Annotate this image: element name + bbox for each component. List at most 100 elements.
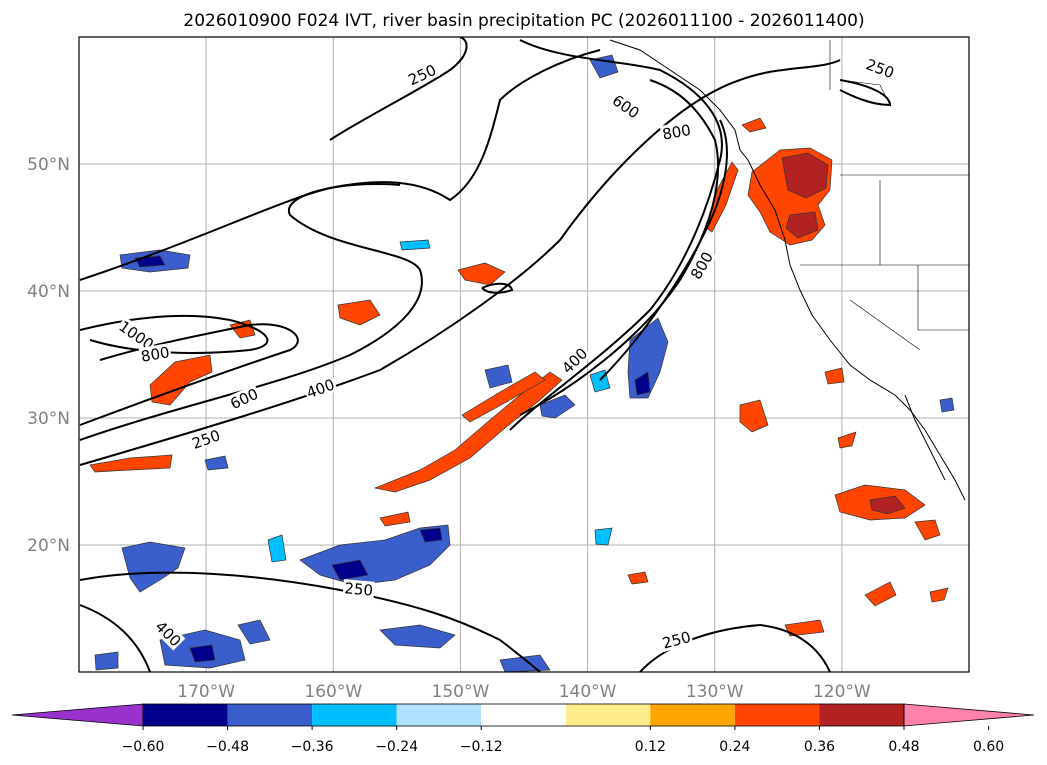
colorbar-tick-label: −0.60	[122, 739, 165, 755]
precip-negative-area	[379, 624, 456, 649]
contour-label-group: 800	[138, 342, 172, 366]
ivt-contour-400	[509, 39, 723, 431]
colorbar-tick-label: 0.36	[804, 739, 835, 755]
contour-label-bg	[302, 375, 338, 402]
precip-negative-core	[134, 255, 166, 268]
lon-tick-label: 140°W	[559, 682, 617, 702]
precip-negative-area	[399, 239, 431, 251]
ivt-contour-800	[599, 119, 728, 381]
colorbar-segment	[734, 704, 820, 726]
contour-label-bg	[862, 54, 898, 82]
precip-positive-area	[741, 117, 767, 133]
contour-label-bg	[138, 342, 172, 366]
precip-positive-core	[869, 495, 906, 515]
ivt-contour-250	[79, 59, 841, 466]
contour-label-group: 250	[342, 579, 375, 600]
lat-tick-label: 40°N	[27, 282, 70, 302]
precip-positive-band	[373, 371, 563, 493]
contour-label-bg	[659, 120, 694, 143]
colorbar-segment	[819, 704, 904, 726]
colorbar-tick-label: −0.36	[291, 739, 334, 755]
contour-label-group: 800	[659, 120, 694, 144]
precip-negative-area	[594, 527, 613, 546]
precip-positive-area	[627, 571, 649, 585]
precip-negative-area	[539, 394, 576, 419]
colorbar-tick-label: −0.12	[460, 739, 503, 755]
colorbar-extend-min	[11, 703, 144, 727]
lat-tick-label: 20°N	[27, 536, 70, 556]
precip-positive-band	[461, 371, 546, 423]
longitude-tick-labels: 170°W 160°W 150°W 140°W 130°W 120°W	[177, 682, 871, 702]
contour-label-bg	[188, 425, 224, 453]
colorbar-tick-label: 0.24	[719, 739, 750, 755]
ivt-contour-250	[329, 37, 468, 141]
contour-label-bg	[557, 343, 592, 378]
contour-label-bg	[608, 90, 644, 123]
contour-label: 800	[140, 343, 171, 366]
lon-tick-label: 130°W	[686, 682, 744, 702]
lon-tick-label: 120°W	[813, 682, 871, 702]
precip-negative-area	[121, 541, 186, 593]
precip-negative-area	[204, 455, 229, 471]
lon-tick-label: 150°W	[432, 682, 490, 702]
colorbar-segment	[312, 704, 397, 726]
contour-label-bg	[404, 60, 440, 89]
precip-positive-area	[824, 367, 845, 385]
contour-label: 800	[661, 121, 692, 144]
colorbar-tick-label: 0.60	[973, 739, 1004, 755]
lon-tick-label: 170°W	[177, 682, 235, 702]
precip-negative-area	[939, 397, 955, 413]
map-frame	[78, 36, 970, 673]
precip-positive-core	[781, 152, 829, 239]
north-america-coast	[609, 39, 966, 501]
precip-positive-area	[89, 454, 173, 473]
colorbar-outline	[142, 703, 905, 727]
contour-label-bg	[686, 247, 717, 284]
precip-negative-area	[267, 534, 287, 563]
precip-positive-area	[864, 581, 897, 607]
ivt-contour-400	[79, 604, 151, 672]
precip-negative-area	[484, 364, 513, 389]
ivt-contour-250	[79, 571, 541, 672]
lat-tick-label: 30°N	[27, 409, 70, 429]
contour-label-bg	[342, 579, 375, 599]
colorbar-tick-label: −0.48	[206, 739, 249, 755]
colorbar-segment	[143, 704, 228, 726]
contour-label: 250	[344, 579, 374, 599]
figure-title: 2026010900 F024 IVT, river basin precipi…	[183, 11, 864, 31]
lon-tick-label: 160°W	[304, 682, 362, 702]
precip-negative-area	[237, 619, 271, 645]
ivt-contour-250	[79, 49, 601, 281]
state-border	[800, 174, 969, 351]
colorbar-segment	[481, 704, 566, 726]
contour-label-bg	[226, 384, 262, 413]
precip-negative-area	[499, 654, 551, 672]
ivt-contour-600	[79, 323, 299, 426]
ivt-contour-250	[839, 79, 892, 107]
colorbar-segment	[565, 704, 651, 726]
colorbar-segment	[227, 704, 313, 726]
precip-positive-area	[929, 587, 949, 603]
ivt-contours	[79, 37, 892, 672]
contour-label-bg	[659, 627, 694, 652]
ivt-contour-250	[639, 623, 831, 672]
contour-label-bg	[115, 316, 158, 354]
colorbar-segment	[396, 704, 482, 726]
lat-tick-label: 50°N	[27, 155, 70, 175]
precip-positive-area	[914, 519, 941, 541]
precip-negative-core	[331, 527, 443, 581]
precip-negative-core	[189, 644, 216, 663]
latitude-tick-labels: 50°N 40°N 30°N 20°N	[27, 155, 70, 556]
colorbar: −0.60 −0.48 −0.36 −0.24 −0.12 0.12 0.24 0.36 0.4…	[11, 703, 1035, 755]
map-background	[79, 37, 969, 672]
precip-negative-core	[634, 371, 651, 396]
colorbar-segment	[650, 704, 735, 726]
precip-positive-area	[739, 399, 769, 433]
precip-positive-area	[337, 299, 381, 326]
precip-positive-area	[837, 431, 857, 449]
contour-label-bg	[151, 616, 186, 651]
precip-positive-area	[379, 511, 411, 527]
precip-negative-area	[94, 651, 119, 671]
colorbar-tick-label: −0.24	[375, 739, 418, 755]
ivt-contour-small	[481, 282, 514, 294]
